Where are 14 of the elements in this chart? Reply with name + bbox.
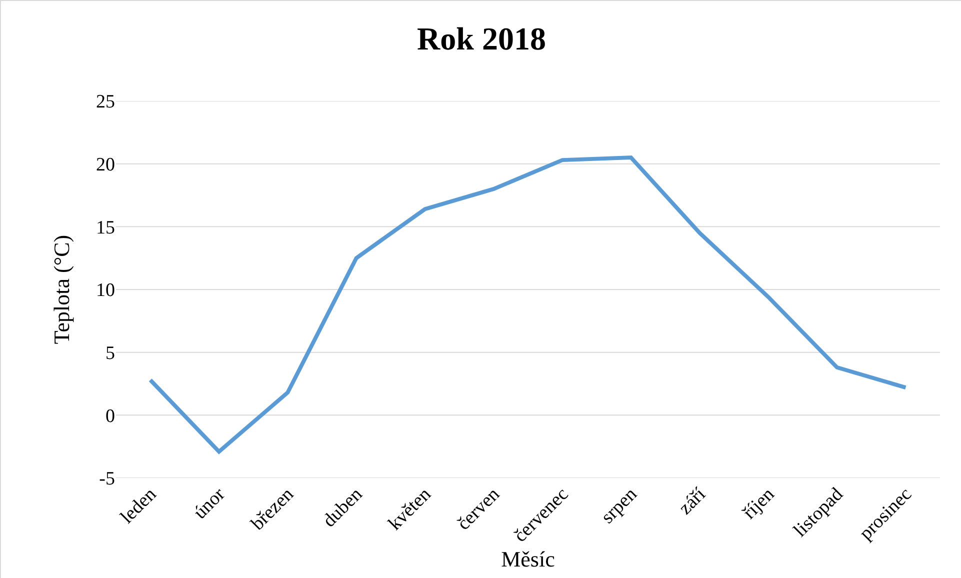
y-tick-label: 0 (106, 406, 115, 427)
y-tick-label: 25 (96, 92, 115, 113)
y-tick-label: 10 (96, 280, 115, 302)
x-axis-title: Měsíc (501, 546, 556, 572)
y-tick-label: -5 (99, 468, 115, 490)
x-tick-label: říjen (739, 484, 779, 524)
y-tick-label: 5 (106, 342, 115, 364)
line-series (148, 156, 908, 454)
chart-title: Rok 2018 (417, 20, 546, 56)
x-tick-label: únor (190, 483, 230, 524)
x-tick-label: září (674, 483, 710, 519)
y-axis-title: Teplota (°C) (48, 234, 74, 344)
y-tick-label: 20 (96, 154, 115, 176)
y-tick-label: 15 (96, 217, 115, 238)
